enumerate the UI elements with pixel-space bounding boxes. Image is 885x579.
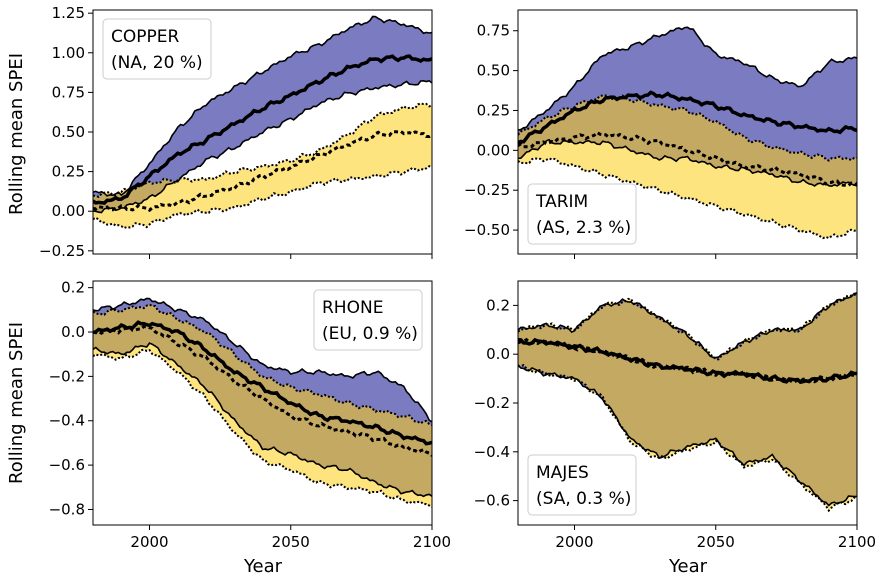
yellow-lower-line <box>518 157 857 240</box>
y-tick-label: 1.25 <box>52 4 85 22</box>
x-tick-label: 2100 <box>413 533 451 551</box>
legend-frame <box>527 183 637 245</box>
yellow-median-line <box>518 130 857 188</box>
overlap-band <box>93 80 432 213</box>
y-tick-label: 0.75 <box>477 22 510 40</box>
x-axis-label-right: Year <box>668 556 708 577</box>
legend-box: MAJES (SA, 0.3 %) <box>527 454 637 516</box>
basin-name: COPPER <box>111 27 179 47</box>
y-tick-label: 0.2 <box>486 296 510 314</box>
yellow-lower-line <box>93 348 432 508</box>
blue-upper-line <box>93 15 432 197</box>
yellow-upper-line <box>93 102 432 199</box>
legend-box: COPPER (NA, 20 %) <box>102 18 212 80</box>
basin-region: (AS, 2.3 %) <box>536 218 631 238</box>
y-tick-label: −0.50 <box>464 221 510 239</box>
y-tick-label: 0.00 <box>477 141 510 159</box>
y-tick-label: 0.50 <box>477 62 510 80</box>
y-tick-label: −0.25 <box>39 242 85 260</box>
legend-box: TARIM (AS, 2.3 %) <box>527 183 637 245</box>
y-tick-label: 0.2 <box>61 279 85 297</box>
x-tick-label: 2050 <box>272 533 310 551</box>
basin-region: (EU, 0.9 %) <box>322 324 418 344</box>
plot-area <box>518 26 857 240</box>
overlap-band <box>93 304 432 497</box>
legend-box: RHONE (EU, 0.9 %) <box>313 289 423 351</box>
y-tick-label: −0.6 <box>474 492 510 510</box>
x-axis-label-left: Year <box>243 556 283 577</box>
y-axis-label-bottom: Rolling mean SPEI <box>6 322 27 484</box>
overlap-band <box>518 95 857 187</box>
plot-area <box>93 297 432 508</box>
panel-tarim: −0.50 −0.25 0.00 0.25 0.50 0.75 TARIM (AS, 2.3 … <box>464 9 858 259</box>
legend-frame <box>102 18 212 80</box>
basin-name: TARIM <box>535 192 588 212</box>
blue-upper-line <box>518 292 857 359</box>
y-tick-label: 0.00 <box>52 202 85 220</box>
basin-name: MAJES <box>536 463 589 483</box>
yellow-lower-line <box>518 363 857 513</box>
y-tick-label: 0.0 <box>61 323 85 341</box>
overlap-band <box>518 294 857 506</box>
blue-upper-line <box>518 26 857 131</box>
x-tick-label: 2000 <box>130 533 168 551</box>
y-tick-label: 0.25 <box>52 163 85 181</box>
plot-area <box>518 292 857 513</box>
y-tick-label: 1.00 <box>52 44 85 62</box>
legend-frame <box>527 454 637 516</box>
y-tick-label: −0.4 <box>49 412 85 430</box>
blue-lower-line <box>93 79 432 214</box>
blue-median-line <box>93 320 432 446</box>
y-tick-label: −0.2 <box>474 394 510 412</box>
blue-upper-line <box>93 297 432 423</box>
y-tick-label: 0.50 <box>52 123 85 141</box>
x-tick-label: 2000 <box>555 533 593 551</box>
x-tick-label: 2050 <box>697 533 735 551</box>
panel-copper: −0.25 0.00 0.25 0.50 0.75 1.00 1.25 COPPER (NA, … <box>39 4 433 260</box>
panel-rhone: −0.8 −0.6 −0.4 −0.2 0.0 0.2 2000 2050 2100 RHONE (… <box>49 279 452 551</box>
basin-region: (SA, 0.3 %) <box>536 489 631 509</box>
blue-median-line <box>518 90 857 145</box>
blue-lower-line <box>518 364 857 507</box>
legend-frame <box>313 289 423 351</box>
y-tick-label: 0.75 <box>52 83 85 101</box>
panel-majes: −0.6 −0.4 −0.2 0.0 0.2 2000 2050 2100 MAJES (SA, … <box>474 280 876 551</box>
blue-lower-line <box>93 342 432 498</box>
axes-frame <box>92 280 433 526</box>
y-tick-label: −0.2 <box>49 367 85 385</box>
blue-median-line <box>518 337 857 385</box>
basin-region: (NA, 20 %) <box>111 53 203 73</box>
blue-band <box>518 27 857 187</box>
yellow-median-line <box>93 129 432 213</box>
basin-name: RHONE <box>322 298 383 318</box>
panels: −0.25 0.00 0.25 0.50 0.75 1.00 1.25 COPPER (NA, … <box>39 4 876 551</box>
y-tick-label: 0.25 <box>477 101 510 119</box>
yellow-lower-line <box>93 165 432 230</box>
yellow-median-line <box>93 324 432 457</box>
x-tick-label: 2100 <box>838 533 876 551</box>
yellow-upper-line <box>93 303 432 426</box>
yellow-band <box>93 103 432 228</box>
blue-lower-line <box>518 138 857 188</box>
y-tick-label: −0.4 <box>474 443 510 461</box>
y-tick-label: −0.6 <box>49 456 85 474</box>
yellow-median-line <box>518 337 857 384</box>
blue-median-line <box>93 54 432 205</box>
y-tick-label: −0.8 <box>49 500 85 518</box>
y-axis-label-top: Rolling mean SPEI <box>6 53 27 215</box>
axes-frame <box>517 9 858 255</box>
y-tick-label: −0.25 <box>464 181 510 199</box>
y-tick-label: 0.0 <box>486 345 510 363</box>
plot-area <box>93 15 432 230</box>
